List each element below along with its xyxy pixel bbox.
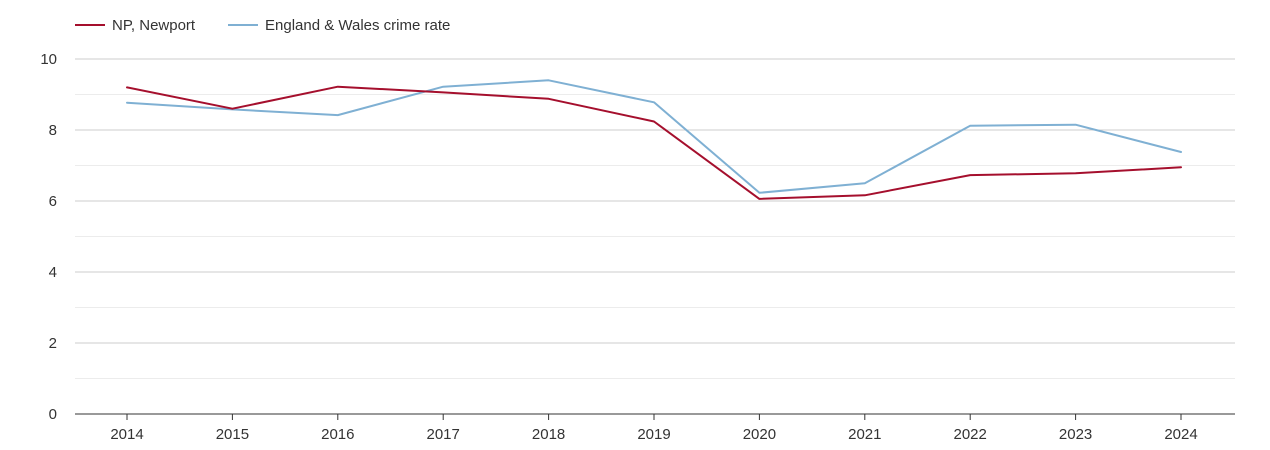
x-tick-label: 2015 [216, 426, 249, 443]
y-tick-label: 2 [49, 335, 57, 352]
y-tick-label: 8 [49, 122, 57, 139]
y-tick-label: 6 [49, 193, 57, 210]
legend: NP, Newport England & Wales crime rate [75, 17, 450, 34]
x-tick-label: 2019 [637, 426, 670, 443]
x-tick-label: 2021 [848, 426, 881, 443]
legend-label-1: England & Wales crime rate [265, 17, 450, 34]
x-tick-label: 2017 [427, 426, 460, 443]
series-lines [126, 79, 1182, 200]
series-line-0 [126, 85, 1182, 200]
x-tick-label: 2018 [532, 426, 565, 443]
y-tick-label: 10 [40, 51, 57, 68]
x-tick-label: 2022 [954, 426, 987, 443]
x-tick-label: 2016 [321, 426, 354, 443]
x-tick-label: 2024 [1164, 426, 1197, 443]
x-tick-label: 2014 [110, 426, 143, 443]
gridlines [75, 58, 1235, 379]
x-tick-label: 2023 [1059, 426, 1092, 443]
legend-label-0: NP, Newport [112, 17, 196, 34]
axes: 0 2 4 6 8 10 2014 2015 2016 2017 2018 2019 2020 2021 2… [40, 51, 1235, 443]
y-tick-label: 4 [49, 264, 57, 281]
y-tick-label: 0 [49, 406, 57, 423]
x-tick-label: 2020 [743, 426, 776, 443]
